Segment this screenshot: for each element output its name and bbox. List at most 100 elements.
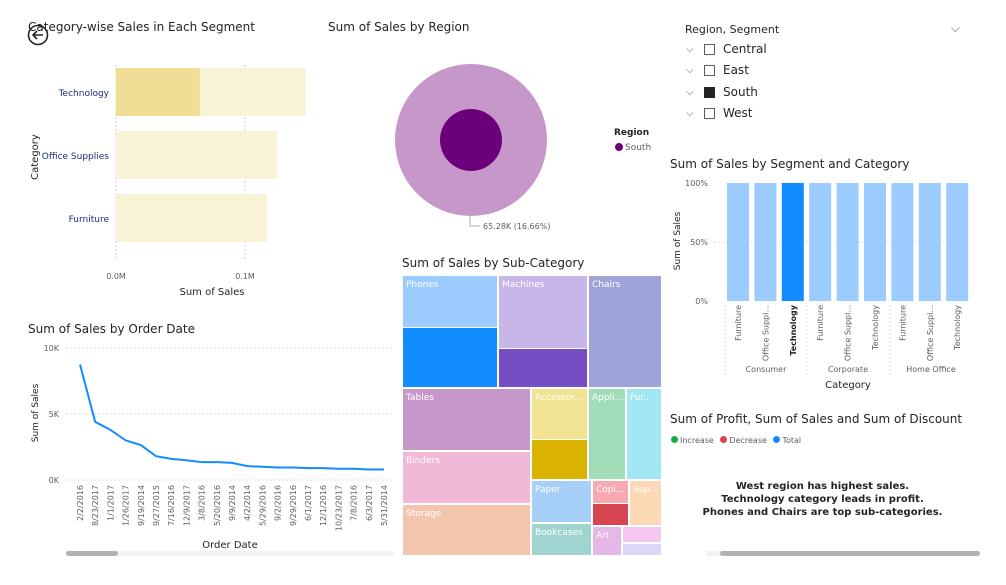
bar-office-supplies (116, 131, 278, 179)
date-tick-label: 9/9/2014 (228, 485, 237, 521)
svg-text:50%: 50% (690, 238, 708, 247)
chevron-down-icon[interactable]: ⌵ (686, 64, 694, 76)
segment-bar-label: Furniture (816, 305, 825, 341)
treemap-supplies[interactable]: Sup... (629, 480, 662, 526)
slicer-item-south[interactable]: ⌵ South (686, 85, 758, 99)
treemap-storage[interactable]: Storage (402, 504, 531, 556)
treemap-fasteners[interactable] (622, 543, 662, 556)
date-chart-title: Sum of Sales by Order Date (28, 322, 195, 336)
checkbox-west[interactable] (704, 107, 715, 119)
segment-bar (864, 183, 886, 301)
treemap-binders[interactable]: Binders (402, 451, 531, 504)
total-dot (773, 436, 781, 443)
date-chart-scroll-track[interactable] (66, 551, 394, 556)
pie-south-slice (440, 109, 502, 171)
date-line-chart: Sum of Sales 10K 5K 0K 2/2/2016 8/23/2017… (31, 344, 393, 551)
bar-highlight-technology (116, 68, 200, 116)
slicer-item-west[interactable]: ⌵ West (686, 106, 753, 120)
svg-text:5K: 5K (49, 410, 60, 419)
treemap-copiers-south[interactable] (592, 503, 629, 526)
date-x-axis-label: Order Date (202, 540, 258, 551)
sales-line (79, 364, 384, 471)
treemap-chairs[interactable]: Chairs (588, 275, 662, 388)
svg-text:10K: 10K (44, 344, 60, 353)
segment-x-axis-label: Category (825, 380, 871, 391)
segment-bar (918, 183, 941, 301)
segment-y-axis-label: Sum of Sales (673, 211, 683, 270)
region-segment-slicer[interactable]: Region, Segment ⌵ ⌵ Central ⌵ East ⌵ South … (683, 20, 968, 130)
slicer-item-central[interactable]: ⌵ Central (686, 42, 767, 56)
treemap-art[interactable]: Art (592, 526, 622, 556)
treemap-furnishings[interactable]: Fur... (626, 388, 662, 480)
date-tick-label: 4/2/2014 (243, 485, 252, 521)
region-pie-chart: 65.28K (16.66%) Region South (395, 64, 651, 231)
segment-bar-label: Furniture (898, 305, 907, 341)
decrease-dot (720, 436, 728, 443)
bar-furniture (116, 194, 267, 242)
legend-south-label: South (625, 143, 651, 153)
waterfall-title: Sum of Profit, Sum of Sales and Sum of D… (670, 412, 963, 426)
segment-bar-label: Office Suppl... (926, 305, 935, 361)
segment-bar-label: Office Suppl... (844, 305, 853, 361)
segment-chart-title: Sum of Sales by Segment and Category (670, 157, 910, 171)
segment-bar (836, 183, 859, 301)
category-axis-label: Category (30, 134, 41, 180)
increase-dot (671, 436, 678, 443)
svg-text:Home Office: Home Office (906, 365, 956, 374)
date-tick-label: 5/20/2016 (213, 485, 222, 526)
svg-text:100%: 100% (685, 179, 708, 188)
treemap-bookcases[interactable]: Bookcases (531, 523, 592, 556)
date-tick-label: 6/3/2017 (365, 485, 374, 521)
category-x-axis-label: Sum of Sales (179, 287, 244, 298)
checkbox-east[interactable] (704, 64, 715, 76)
treemap-tables[interactable]: Tables (402, 388, 531, 451)
region-chart-title: Sum of Sales by Region (328, 20, 470, 34)
checkbox-south[interactable] (704, 86, 715, 98)
date-tick-label: 8/23/2017 (91, 485, 100, 526)
date-tick-label: 12/9/2017 (182, 485, 191, 526)
date-tick-label: 9/2/2016 (274, 485, 283, 521)
region-legend-title: Region (614, 128, 649, 138)
chevron-down-icon[interactable]: ⌵ (686, 43, 694, 55)
segment-bar-label: Furniture (734, 305, 743, 341)
category-label: Furniture (69, 215, 110, 225)
date-tick-label: 1/1/2017 (106, 485, 115, 521)
date-chart-scrollbar[interactable] (66, 551, 118, 556)
date-tick-label: 10/23/2017 (334, 485, 343, 531)
treemap-appliances[interactable]: Appli... (588, 388, 626, 480)
checkbox-central[interactable] (704, 43, 715, 55)
date-tick-label: 2/2/2016 (76, 485, 85, 521)
svg-text:0K: 0K (49, 476, 60, 485)
x-tick-0: 0.0M (106, 272, 126, 281)
date-tick-label: 6/1/2017 (304, 485, 313, 521)
svg-text:Consumer: Consumer (746, 365, 788, 374)
svg-text:0%: 0% (695, 297, 708, 306)
category-chart-title: Category-wise Sales in Each Segment (28, 20, 255, 34)
treemap-envelopes[interactable] (622, 526, 662, 543)
segment-bar-label: Technology (789, 304, 798, 355)
slicer-collapse-icon[interactable]: ⌵ (950, 21, 960, 35)
category-chart: Category Technology Office Supplies Furnit… (30, 65, 306, 298)
chevron-down-icon[interactable]: ⌵ (686, 86, 694, 98)
back-arrow-icon (27, 24, 49, 46)
category-label: Office Supplies (42, 152, 110, 162)
back-button[interactable] (27, 24, 49, 46)
segment-bar (781, 183, 804, 301)
date-tick-label: 12/1/2016 (319, 485, 328, 526)
segment-bar (809, 183, 832, 301)
treemap-phones-south[interactable] (402, 327, 498, 388)
date-tick-label: 7/8/2016 (350, 485, 359, 521)
date-tick-label: 9/19/2014 (137, 485, 146, 526)
treemap-paper[interactable]: Paper (531, 480, 592, 523)
date-tick-label: 9/27/2015 (152, 485, 161, 526)
date-tick-label: 5/31/2014 (380, 485, 389, 526)
treemap-machines-south[interactable] (498, 348, 588, 388)
right-scrollbar[interactable] (720, 551, 980, 556)
date-tick-label: 7/16/2016 (167, 485, 176, 526)
chevron-down-icon[interactable]: ⌵ (686, 107, 694, 119)
treemap-accessories-south[interactable] (531, 439, 588, 480)
category-label: Technology (58, 89, 110, 99)
svg-text:Corporate: Corporate (828, 365, 868, 374)
segment-bar (946, 183, 969, 301)
slicer-item-east[interactable]: ⌵ East (686, 63, 749, 77)
